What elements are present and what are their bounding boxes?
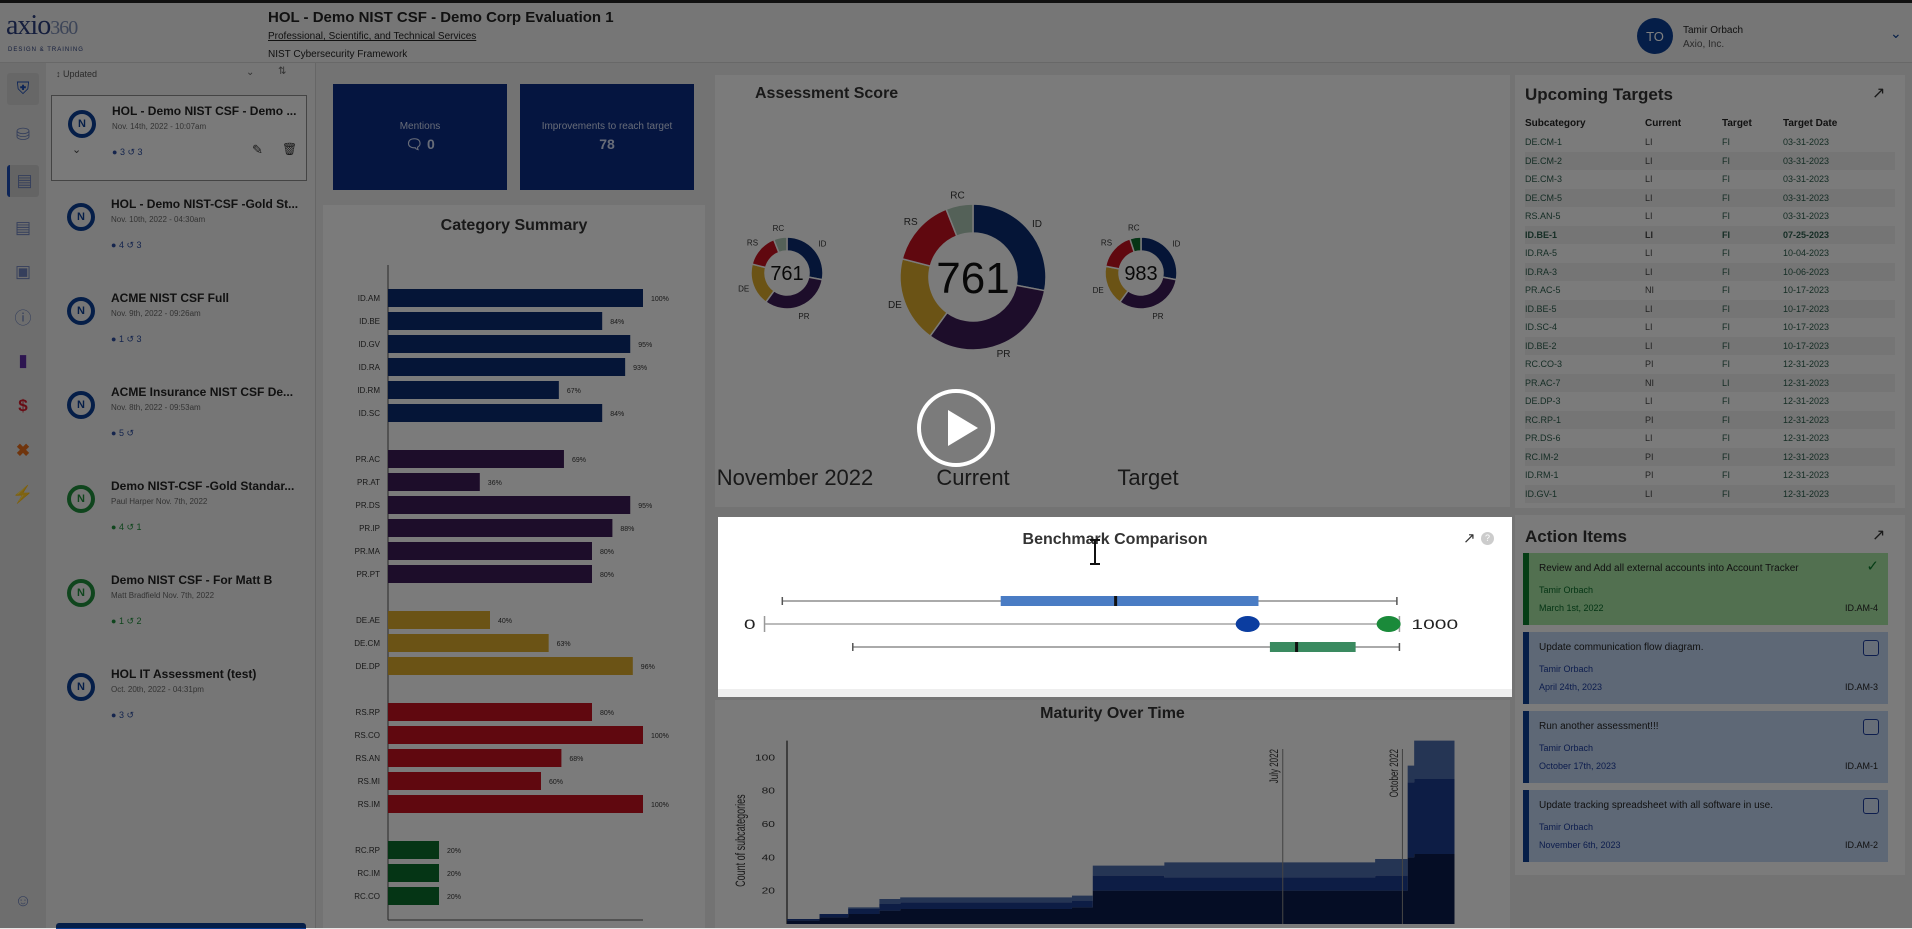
score-point [1235,616,1260,632]
benchmark-chart: 0 1000 [744,596,1458,652]
text-cursor-icon [1090,539,1100,565]
open-external-icon[interactable]: ↗ [1463,530,1476,547]
benchmark-comparison-panel: Benchmark Comparison ↗ ? 0 1000 [718,517,1512,697]
scale-min-label: 0 [744,616,756,632]
score-point [1376,616,1401,632]
benchmark-title: Benchmark Comparison [1022,531,1208,548]
help-icon[interactable]: ? [1481,532,1494,545]
iqr-box [1000,596,1259,606]
scale-max-label: 1000 [1411,616,1458,632]
play-icon[interactable] [917,389,995,467]
iqr-box [1269,642,1356,652]
